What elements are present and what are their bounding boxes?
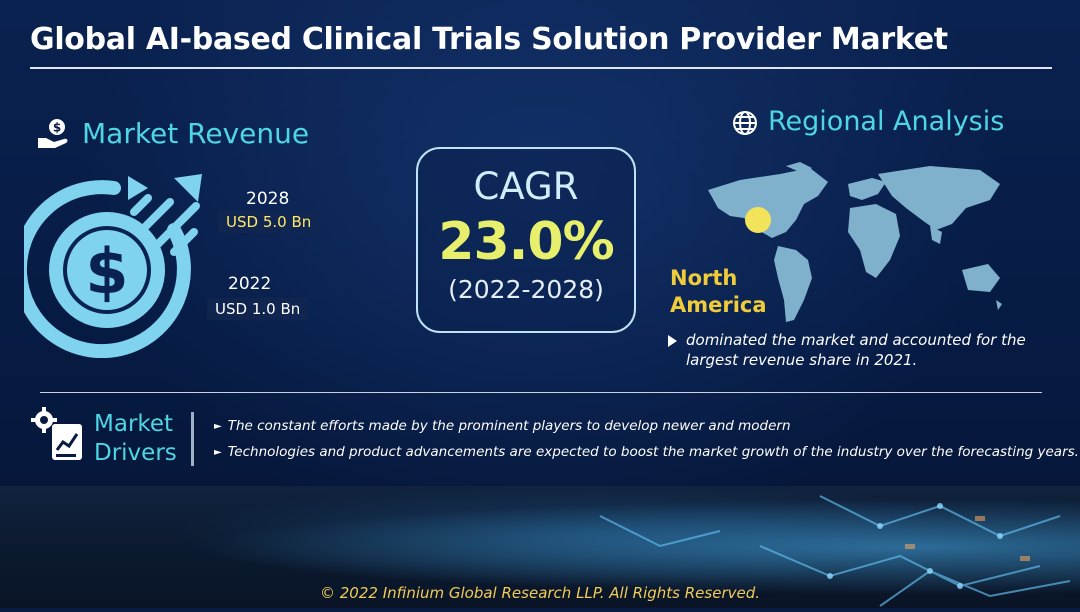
title-divider xyxy=(30,67,1052,69)
year-2022-label: 2022 xyxy=(228,274,272,294)
market-revenue-heading: Market Revenue xyxy=(82,117,310,150)
revenue-2028-value: USD 5.0 Bn xyxy=(218,211,320,233)
driver-item: ► The constant efforts made by the promin… xyxy=(214,418,791,434)
regional-analysis-heading: Regional Analysis xyxy=(768,106,1005,137)
cagr-value: 23.0% xyxy=(438,212,614,272)
drivers-heading-line-1: Market xyxy=(94,411,174,437)
revenue-growth-icon: $ xyxy=(24,174,202,358)
year-2028-label: 2028 xyxy=(246,189,290,209)
revenue-2022-value: USD 1.0 Bn xyxy=(207,298,309,320)
driver-text: Technologies and product advancements ar… xyxy=(227,444,1079,460)
bullet-icon: ► xyxy=(214,447,222,458)
market-drivers-heading: Market Drivers xyxy=(94,410,177,468)
drivers-separator xyxy=(191,412,194,466)
triangle-bullet-icon xyxy=(668,335,677,347)
copyright-footer: © 2022 Infinium Global Research LLP. All… xyxy=(319,584,761,602)
cagr-label: CAGR xyxy=(473,165,579,208)
section-divider xyxy=(40,392,1042,393)
region-note: dominated the market and accounted for t… xyxy=(686,331,1026,369)
money-hand-icon: $ xyxy=(38,119,68,148)
region-name: North America xyxy=(670,265,767,319)
drivers-heading-line-2: Drivers xyxy=(94,440,177,466)
cagr-period: (2022-2028) xyxy=(448,275,604,304)
globe-icon xyxy=(733,111,757,135)
cagr-box: CAGR 23.0% (2022-2028) xyxy=(416,147,636,333)
driver-item: ► Technologies and product advancements a… xyxy=(214,444,1079,460)
bullet-icon: ► xyxy=(214,421,222,432)
driver-text: The constant efforts made by the promine… xyxy=(227,418,791,434)
svg-text:$: $ xyxy=(53,121,61,135)
world-map xyxy=(708,162,1002,322)
circuit-board-image xyxy=(0,486,1080,608)
page-title: Global AI-based Clinical Trials Solution… xyxy=(30,22,948,57)
gear-chart-icon xyxy=(31,407,82,460)
svg-text:$: $ xyxy=(85,235,128,308)
region-line-1: North xyxy=(670,266,738,290)
region-line-2: America xyxy=(670,293,767,317)
